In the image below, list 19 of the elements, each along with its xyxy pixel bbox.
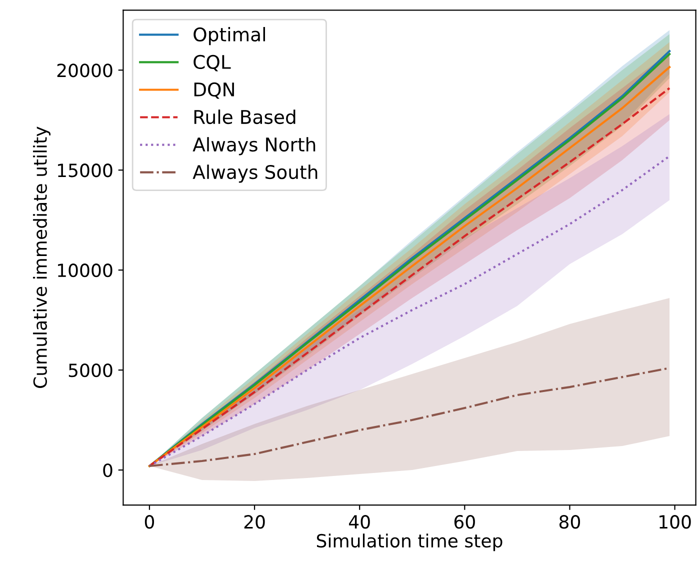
x-tick-label: 0 [144, 515, 154, 529]
x-tick-label: 100 [660, 515, 691, 529]
y-tick-label: 5000 [68, 364, 112, 378]
x-tick-label: 20 [244, 515, 265, 529]
x-tick-label: 40 [348, 515, 370, 529]
y-tick-label: 15000 [58, 164, 112, 178]
x-tick-label: 80 [559, 515, 580, 529]
legend-label: Optimal [194, 27, 265, 46]
legend-label: Always North [192, 137, 316, 156]
y-axis-title: Cumulative immediate utility [33, 126, 50, 388]
y-tick-label: 20000 [57, 64, 112, 78]
legend-label: DQN [194, 82, 234, 99]
y-tick-label: 10000 [58, 264, 112, 278]
legend-label: CQL [194, 54, 231, 72]
x-axis-title: Simulation time step [316, 534, 502, 552]
legend-label: Rule Based [194, 110, 296, 124]
legend-label: Always South [192, 164, 318, 183]
x-tick-label: 60 [454, 515, 475, 529]
y-tick-label: 0 [103, 463, 112, 478]
